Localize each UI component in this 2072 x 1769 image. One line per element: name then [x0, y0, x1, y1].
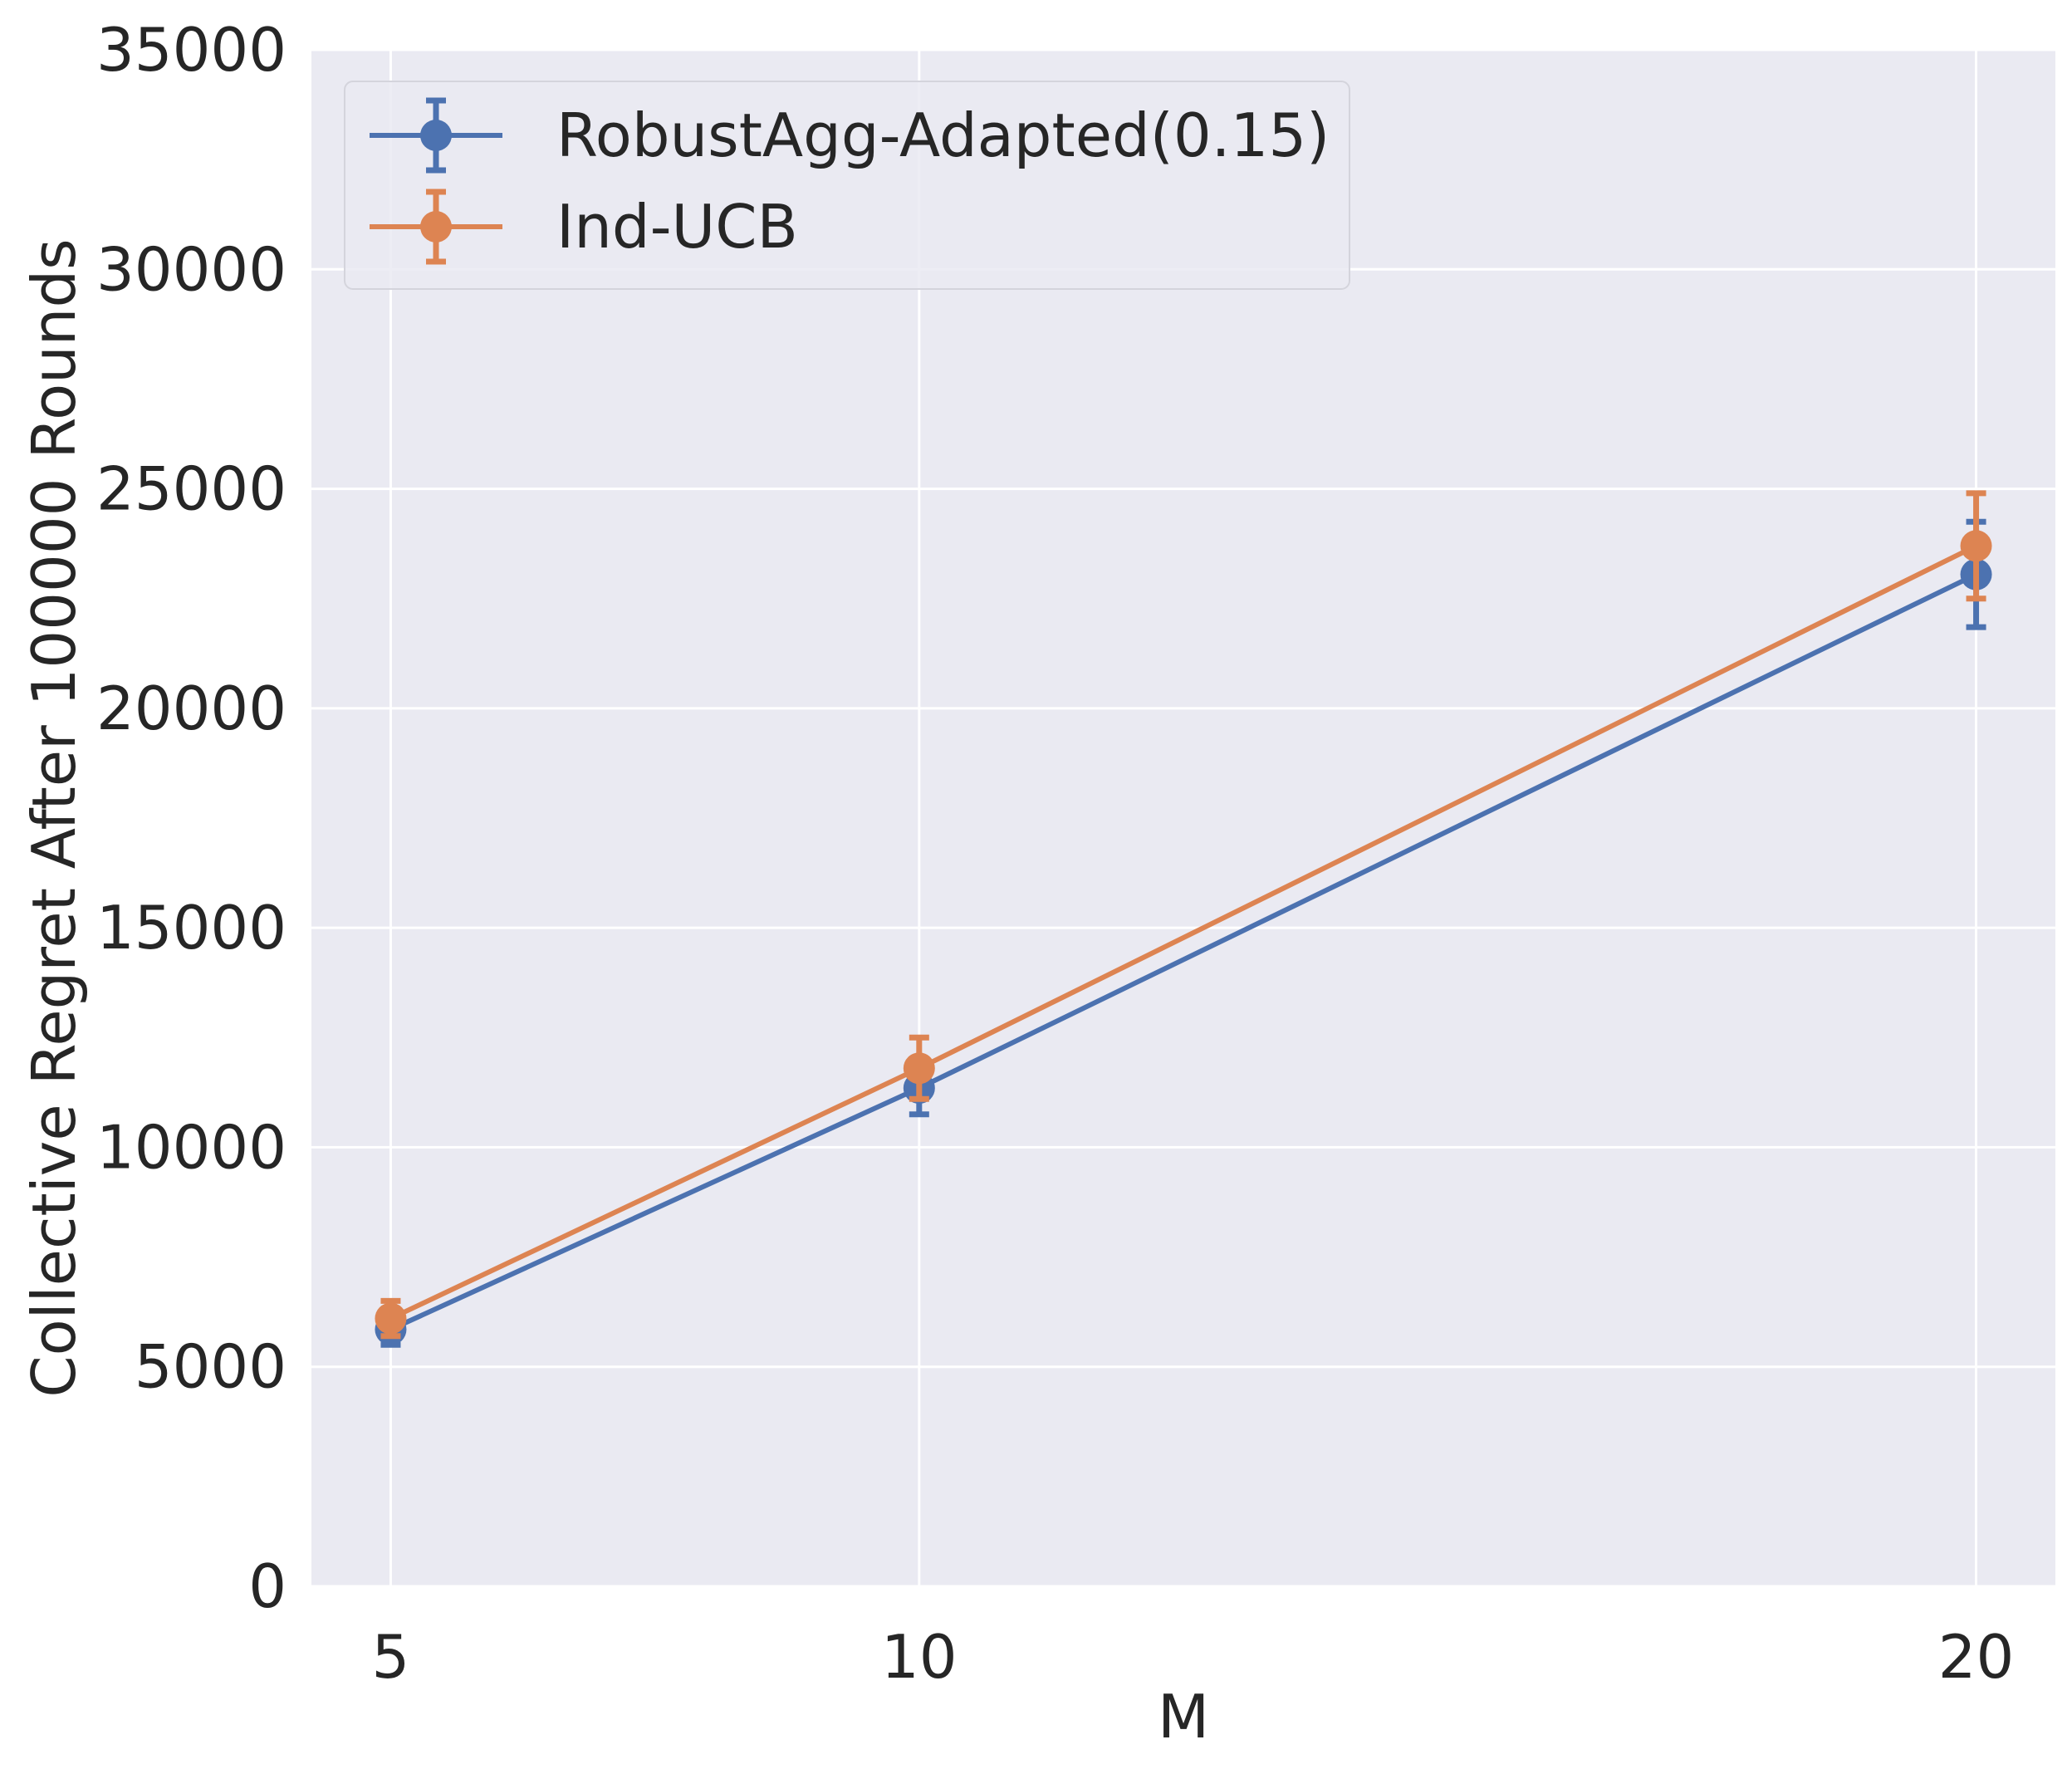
y-tick-label: 0	[248, 1551, 287, 1621]
legend-marker	[420, 211, 452, 243]
legend-box	[344, 81, 1350, 290]
grid-lines	[311, 48, 2055, 1588]
y-tick-label: 5000	[135, 1332, 287, 1402]
data-point	[375, 1302, 407, 1335]
y-tick-label: 30000	[96, 234, 287, 304]
legend-label: Ind-UCB	[556, 192, 798, 262]
series-1	[375, 490, 1992, 1340]
y-axis-label: Collective Regret After 100000 Rounds	[19, 238, 89, 1397]
y-tick-label: 10000	[96, 1112, 287, 1182]
y-tick-label: 35000	[96, 15, 287, 85]
legend: RobustAgg-Adapted(0.15) Ind-UCB	[344, 81, 1350, 290]
y-tick-label: 20000	[96, 674, 287, 743]
series-layer	[375, 490, 1992, 1348]
x-tick-label: 20	[1938, 1622, 2015, 1692]
legend-label: RobustAgg-Adapted(0.15)	[556, 100, 1330, 170]
data-point	[903, 1052, 935, 1085]
legend-marker	[420, 120, 452, 151]
tick-labels: 0 5000 10000 15000 20000 25000 30000 35000 5 10 20	[96, 15, 2014, 1692]
y-tick-label: 25000	[96, 454, 287, 524]
x-tick-label: 5	[372, 1622, 410, 1692]
data-point	[1960, 530, 1992, 562]
plot-area	[311, 50, 2055, 1586]
x-tick-label: 10	[881, 1622, 958, 1692]
x-axis-label: M	[1158, 1682, 1209, 1752]
y-tick-label: 15000	[96, 893, 287, 963]
